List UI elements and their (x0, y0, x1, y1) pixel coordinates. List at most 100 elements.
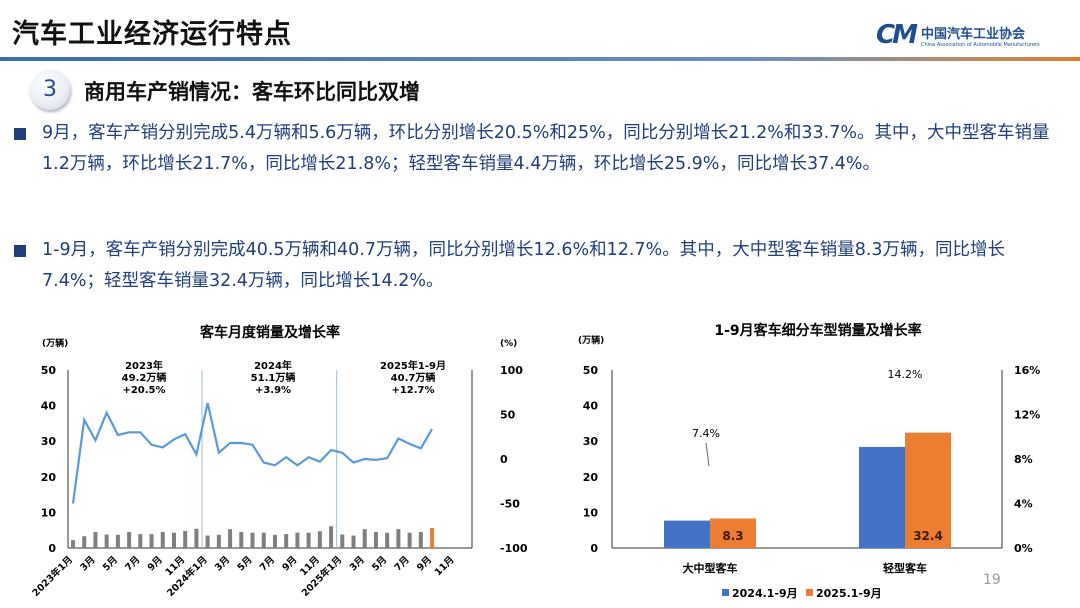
chart1-sales-bar (284, 534, 289, 548)
chart1-xtick: 5月 (235, 554, 254, 573)
chart2-growth-label: 7.4% (692, 427, 720, 440)
chart1-sales-bar (373, 531, 378, 548)
logo-en: China Association of Automobile Manufact… (920, 41, 1040, 48)
chart1-annotation: 2024年 (254, 359, 292, 372)
chart1-y2tick: 100 (500, 364, 523, 377)
chart2-title: 1-9月客车细分车型销量及增长率 (714, 322, 921, 339)
chart1-xtick: 2023年1月 (30, 554, 75, 599)
chart1-sales-bar (351, 535, 356, 548)
page-title: 汽车工业经济运行特点 (12, 19, 292, 50)
header-divider (0, 57, 1080, 61)
chart2-ylabel: (万辆) (578, 334, 604, 346)
chart1-sales-bar (362, 529, 367, 548)
bullet-1: 9月，客车产销分别完成5.4万辆和5.6万辆，环比分别增长20.5%和25%，同… (14, 118, 1052, 180)
chart1-xtick: 3月 (348, 554, 367, 573)
chart1-xtick: 9月 (415, 554, 434, 573)
chart1-xtick: 5月 (370, 554, 389, 573)
chart2-category-label: 轻型客车 (883, 561, 927, 575)
chart2-ytick: 20 (583, 471, 599, 484)
chart1-annotation: 51.1万辆 (251, 371, 296, 384)
section-title: 商用车产销情况：客车环比同比双增 (84, 80, 420, 104)
chart2-y2tick: 0% (1014, 542, 1033, 555)
chart1-ytick: 40 (41, 400, 57, 413)
chart1-xtick: 11月 (433, 554, 457, 578)
chart1-title: 客车月度销量及增长率 (199, 324, 340, 341)
chart2-category-label: 大中型客车 (683, 561, 738, 575)
chart1-sales-bar (115, 534, 120, 548)
chart1-sales-bar (149, 534, 154, 548)
caam-logo: CM 中国汽车工业协会 China Association of Automob… (876, 20, 1040, 50)
chart1-annotation: +20.5% (122, 385, 165, 396)
chart1-sales-bar (82, 536, 87, 548)
bullet-square-icon (14, 128, 26, 140)
chart1-xtick: 3月 (78, 554, 97, 573)
chart1-y2tick: 0 (500, 453, 508, 466)
chart1-annotation: +3.9% (255, 385, 291, 396)
chart2-bar (710, 518, 756, 548)
chart1-ytick: 0 (48, 542, 56, 555)
logo-cn: 中国汽车工业协会 (920, 26, 1025, 42)
chart1-sales-bar (430, 528, 435, 548)
chart1-sales-bar (272, 534, 277, 548)
chart1-annotation: 2023年 (125, 359, 163, 372)
chart1-ytick: 30 (41, 435, 57, 448)
chart1-annotation: +12.7% (391, 385, 434, 396)
chart1-ytick: 50 (41, 364, 57, 377)
chart1-sales-bar (418, 531, 423, 548)
chart2-legend-swatch (722, 589, 729, 596)
chart1-sales-bar (340, 534, 345, 548)
chart1-sales-bar (71, 540, 75, 548)
chart2-bar (905, 432, 951, 548)
chart1-sales-bar (160, 531, 165, 548)
chart1-sales-bar (295, 532, 300, 548)
bullet-square-icon (14, 245, 26, 257)
chart1-sales-bar (104, 534, 109, 548)
chart1-sales-bar (396, 529, 401, 548)
chart2-ytick: 30 (583, 435, 599, 448)
chart1-sales-bar (183, 530, 188, 548)
chart2-ytick: 40 (583, 400, 599, 413)
chart2-y2tick: 4% (1014, 498, 1033, 511)
chart1-annotation: 40.7万辆 (391, 371, 436, 384)
chart1-sales-bar (205, 535, 210, 548)
chart1-xtick: 7月 (258, 554, 277, 573)
chart1-sales-bar (194, 528, 199, 548)
chart1-sales-bar (216, 534, 221, 548)
chart1-xtick: 5月 (101, 554, 120, 573)
chart1-sales-bar (228, 529, 233, 548)
chart1-y2tick: -100 (500, 542, 528, 555)
section-number-badge: 3 (30, 70, 70, 110)
chart2-value-label: 8.3 (722, 529, 743, 543)
chart1-y2label: (%) (500, 339, 517, 349)
chart2-bar (664, 520, 710, 548)
chart1-sales-bar (306, 532, 311, 548)
chart2-label-leader (705, 442, 710, 467)
chart1-xtick: 7月 (393, 554, 412, 573)
chart1-sales-bar (239, 531, 244, 548)
chart2-bar (859, 446, 905, 548)
chart1-sales-bar (250, 532, 255, 548)
chart1-ylabel: (万辆) (42, 337, 68, 349)
chart2-y2tick: 12% (1014, 409, 1040, 422)
chart1-sales-bar (127, 531, 132, 548)
chart1-sales-bar (407, 532, 412, 548)
chart1-annotation: 49.2万辆 (122, 371, 167, 384)
chart1-y2tick: 50 (500, 409, 516, 422)
chart2-legend-label: 2025.1-9月 (816, 587, 882, 600)
chart2-y2tick: 16% (1014, 364, 1040, 377)
chart2-y2tick: 8% (1014, 453, 1033, 466)
chart1-annotation: 2025年1-9月 (380, 359, 446, 372)
chart2-ytick: 10 (583, 506, 599, 519)
chart1-xtick: 9月 (280, 554, 299, 573)
bullet-text: 1-9月，客车产销分别完成40.5万辆和40.7万辆，同比分别增长12.6%和1… (42, 240, 1006, 291)
chart1-sales-bar (317, 531, 322, 548)
chart1-sales-bar (329, 526, 334, 548)
chart1-y2tick: -50 (500, 498, 520, 511)
bullet-text: 9月，客车产销分别完成5.4万辆和5.6万辆，环比分别增长20.5%和25%，同… (42, 123, 1050, 174)
chart1-sales-bar (138, 534, 143, 548)
chart1-xtick: 7月 (123, 554, 142, 573)
chart1-ytick: 10 (41, 506, 57, 519)
chart1-xtick: 9月 (146, 554, 165, 573)
chart2-legend-swatch (806, 589, 813, 596)
